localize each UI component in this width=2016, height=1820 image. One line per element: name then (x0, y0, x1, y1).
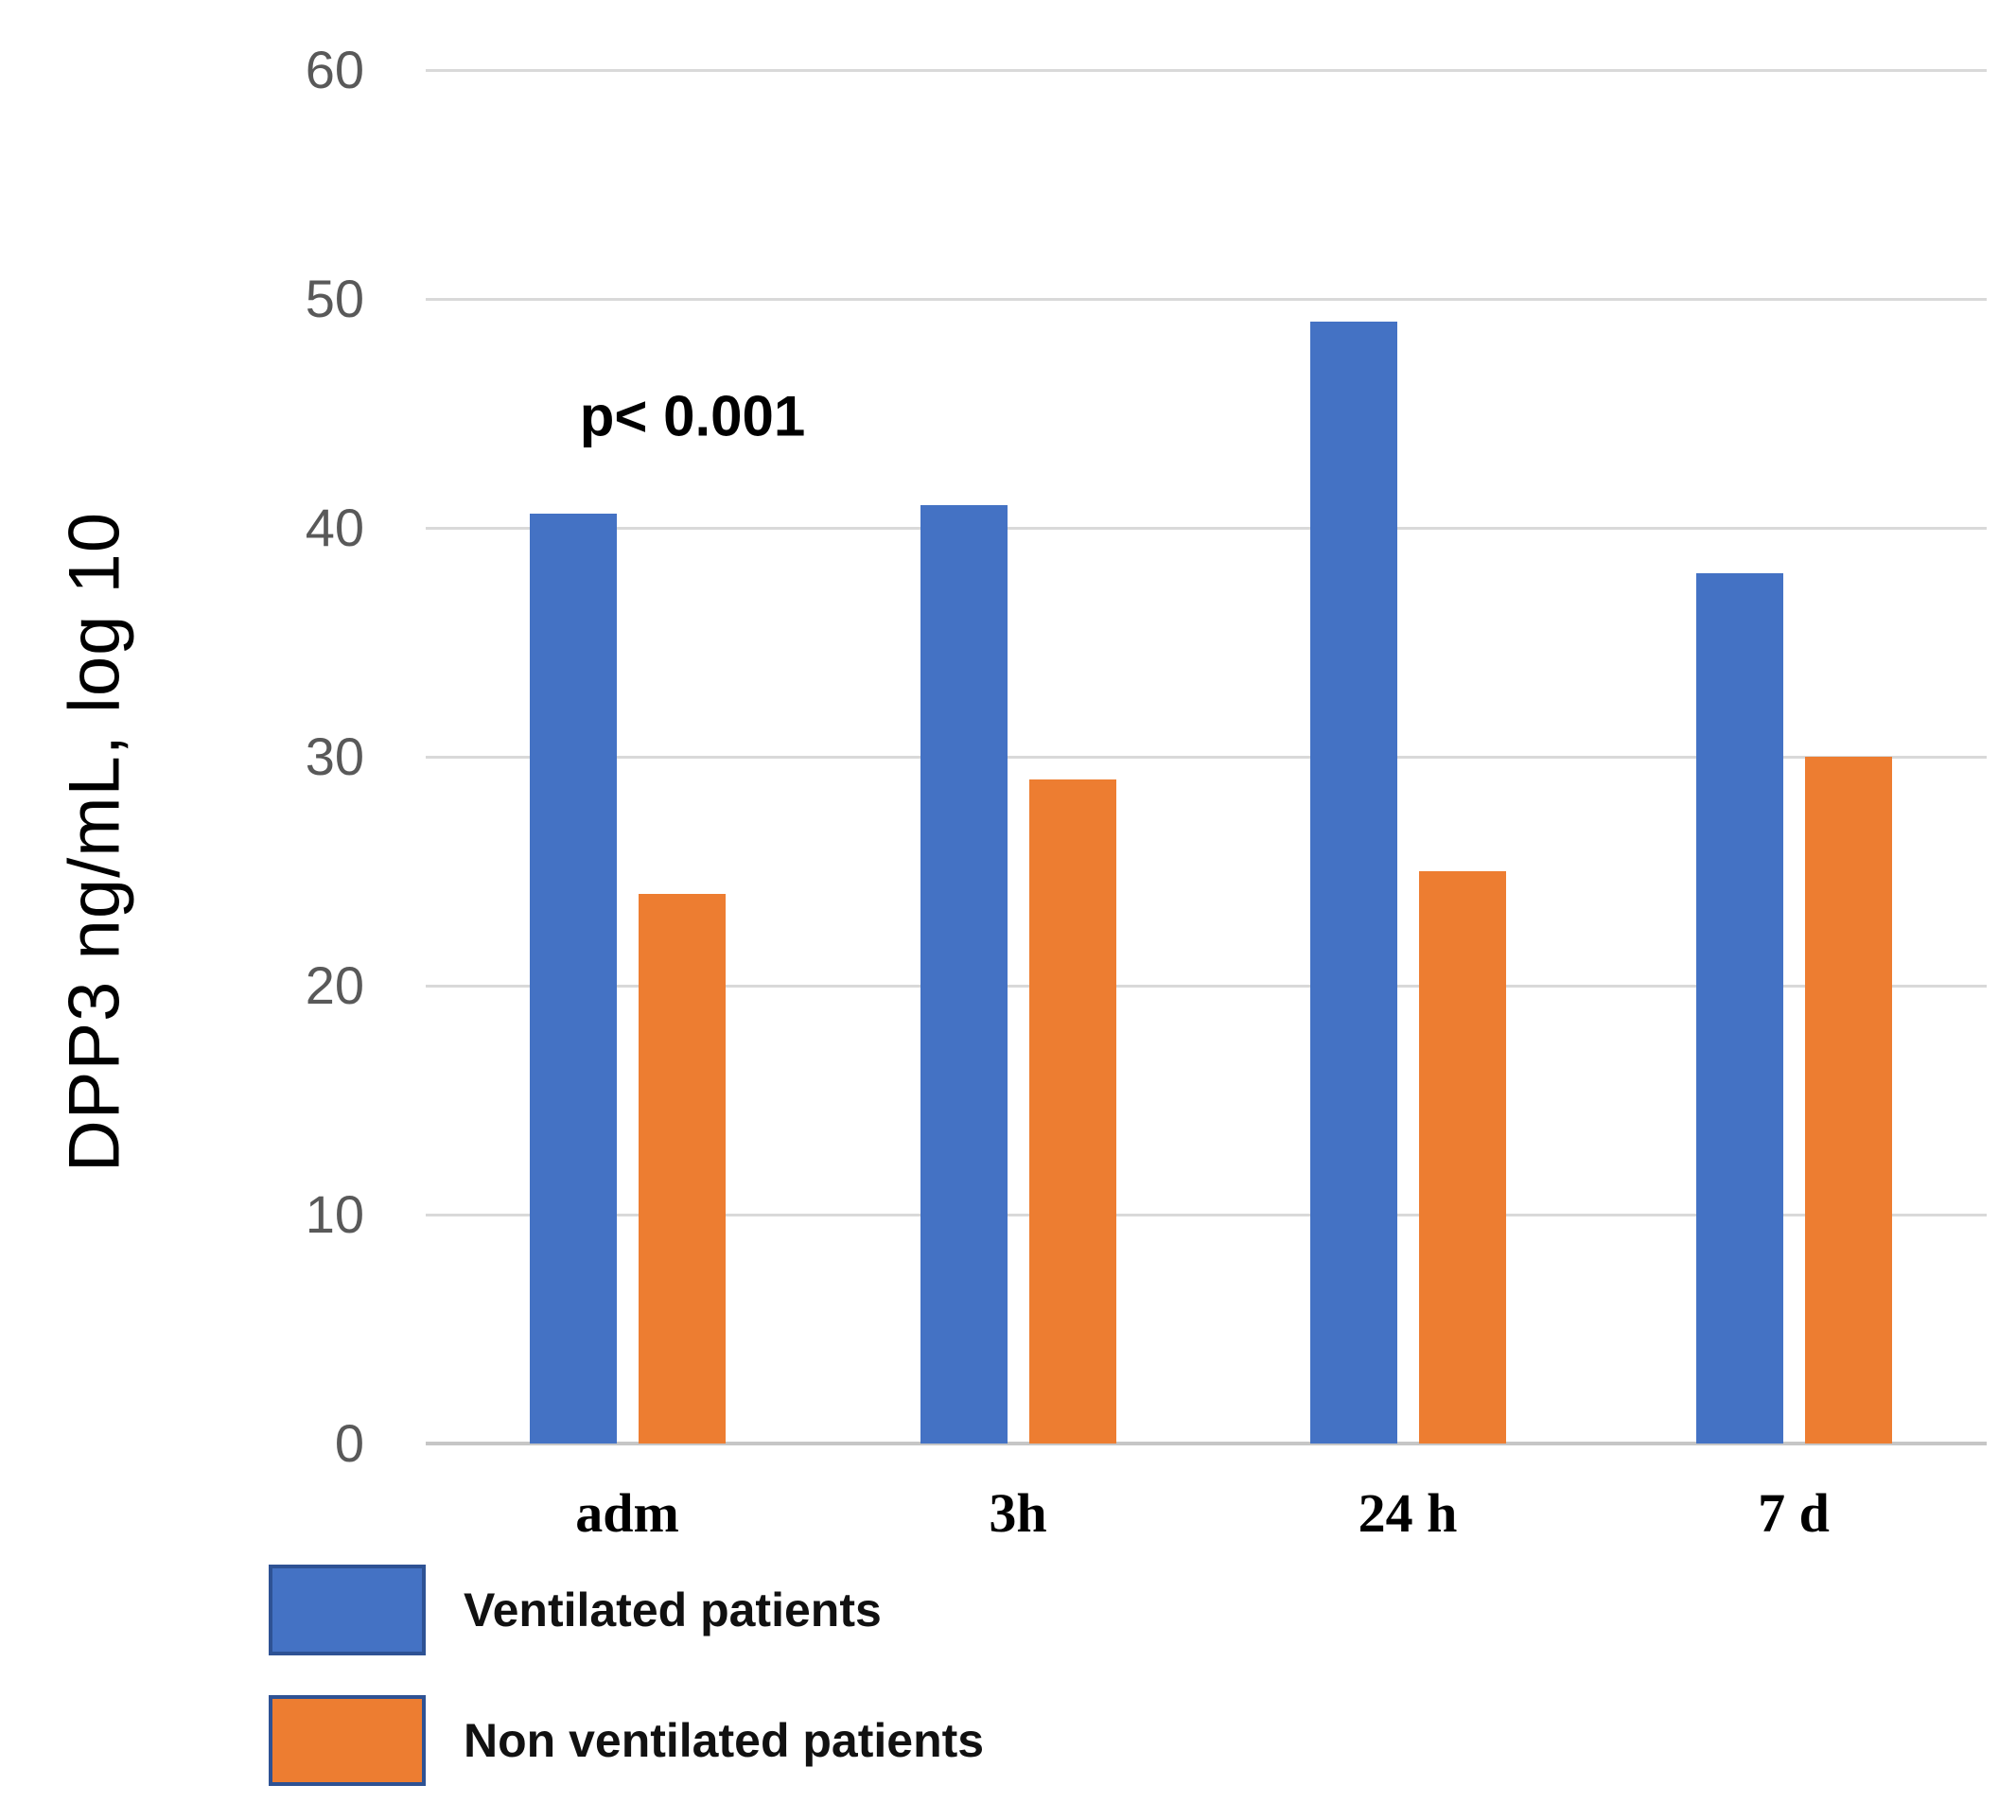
x-tick-label-adm: adm (575, 1482, 679, 1544)
x-tick-label-7d: 7 d (1758, 1482, 1830, 1544)
legend-label-non-ventilated: Non ventilated patients (464, 1714, 985, 1767)
y-tick-label-0: 0 (334, 1413, 364, 1473)
y-tick-label-40: 40 (305, 498, 364, 557)
legend-item-non-ventilated: Non ventilated patients (269, 1695, 984, 1786)
bar-non-ventilated-3h (1028, 779, 1116, 1444)
x-tick-label-24h: 24 h (1358, 1482, 1458, 1544)
gridline-y-60 (426, 68, 1987, 72)
x-axis-line (426, 1442, 1987, 1445)
legend-swatch-ventilated (269, 1565, 426, 1655)
gridline-y-30 (426, 755, 1987, 759)
bar-non-ventilated-24h (1418, 871, 1506, 1444)
legend-swatch-non-ventilated (269, 1695, 426, 1786)
bar-ventilated-adm (529, 514, 617, 1444)
gridline-y-40 (426, 526, 1987, 530)
y-tick-label-10: 10 (305, 1184, 364, 1244)
legend-item-ventilated: Ventilated patients (269, 1565, 882, 1655)
gridline-y-50 (426, 297, 1987, 301)
bar-ventilated-7d (1695, 573, 1783, 1444)
x-tick-label-3h: 3h (989, 1482, 1047, 1544)
legend-label-ventilated: Ventilated patients (464, 1584, 882, 1636)
bar-ventilated-24h (1309, 322, 1397, 1444)
p-value-annotation: p< 0.001 (579, 384, 806, 448)
bar-non-ventilated-7d (1804, 757, 1892, 1444)
y-tick-label-20: 20 (305, 955, 364, 1015)
bar-ventilated-3h (920, 504, 1008, 1444)
y-tick-label-30: 30 (305, 726, 364, 786)
gridline-y-20 (426, 984, 1987, 988)
y-tick-label-50: 50 (305, 269, 364, 328)
y-axis-title: DPP3 ng/mL, log 10 (54, 511, 135, 1173)
gridline-y-10 (426, 1213, 1987, 1216)
y-tick-label-60: 60 (305, 40, 364, 99)
bar-non-ventilated-adm (638, 894, 726, 1444)
